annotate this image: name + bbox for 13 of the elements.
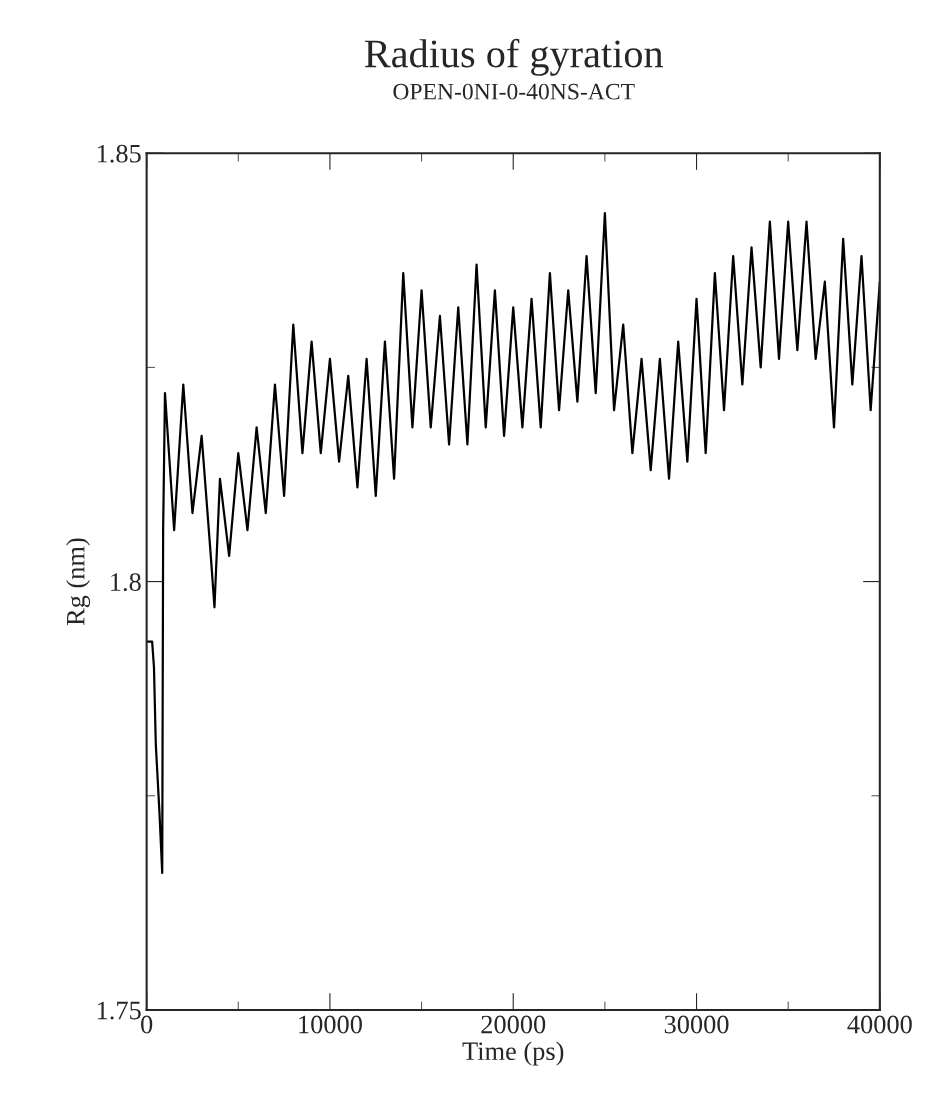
x-tick-label: 0 (141, 1015, 153, 1034)
y-axis-title: Rg (nm) (66, 538, 91, 626)
chart-title: Radius of gyration (364, 38, 663, 76)
y-tick-label: 1.8 (111, 573, 141, 592)
line-series (146, 212, 880, 874)
y-tick-label: 1.85 (97, 144, 141, 163)
x-tick-label: 10000 (299, 1015, 362, 1034)
y-tick-label: 1.75 (97, 1001, 141, 1020)
x-tick-label: 20000 (481, 1015, 546, 1034)
x-tick-label: 30000 (664, 1015, 729, 1034)
x-axis-title: Time (ps) (462, 1041, 564, 1066)
chart-subtitle: OPEN-0NI-0-40NS-ACT (393, 83, 635, 100)
x-tick-label: 40000 (847, 1015, 912, 1034)
